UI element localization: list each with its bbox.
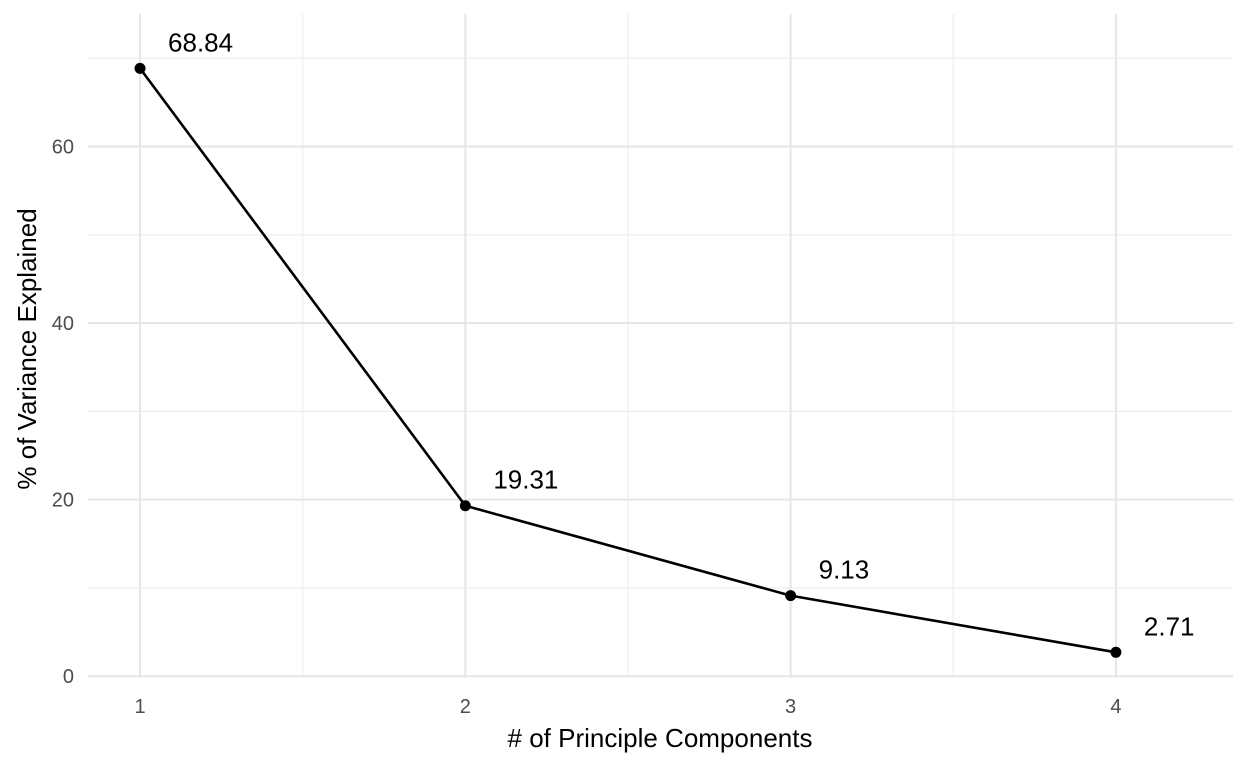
data-point (459, 500, 471, 512)
y-axis-title: % of Variance Explained (12, 208, 42, 489)
data-label: 19.31 (493, 465, 558, 495)
y-tick-label: 20 (52, 490, 74, 512)
data-point (134, 62, 146, 74)
major-gridlines (88, 14, 1233, 678)
y-tick-label: 0 (63, 666, 74, 688)
y-axis-tick-labels: 0 20 40 60 (52, 136, 74, 688)
x-tick-label: 2 (460, 696, 471, 718)
data-label: 9.13 (819, 555, 870, 585)
data-labels: 68.84 19.31 9.13 2.71 (168, 27, 1194, 641)
data-points (134, 62, 1122, 658)
series-line (139, 67, 1117, 654)
minor-gridlines (88, 14, 1233, 678)
x-tick-label: 4 (1110, 696, 1121, 718)
y-tick-label: 40 (52, 313, 74, 335)
x-tick-label: 1 (134, 696, 145, 718)
data-label: 68.84 (168, 27, 233, 57)
data-point (1110, 646, 1122, 658)
data-label: 2.71 (1144, 611, 1195, 641)
x-tick-label: 3 (785, 696, 796, 718)
data-point (785, 590, 797, 602)
x-axis-title: # of Principle Components (508, 723, 813, 753)
series-variance-explained (139, 67, 1117, 654)
y-tick-label: 60 (52, 136, 74, 158)
x-axis-tick-labels: 1 2 3 4 (134, 696, 1121, 718)
